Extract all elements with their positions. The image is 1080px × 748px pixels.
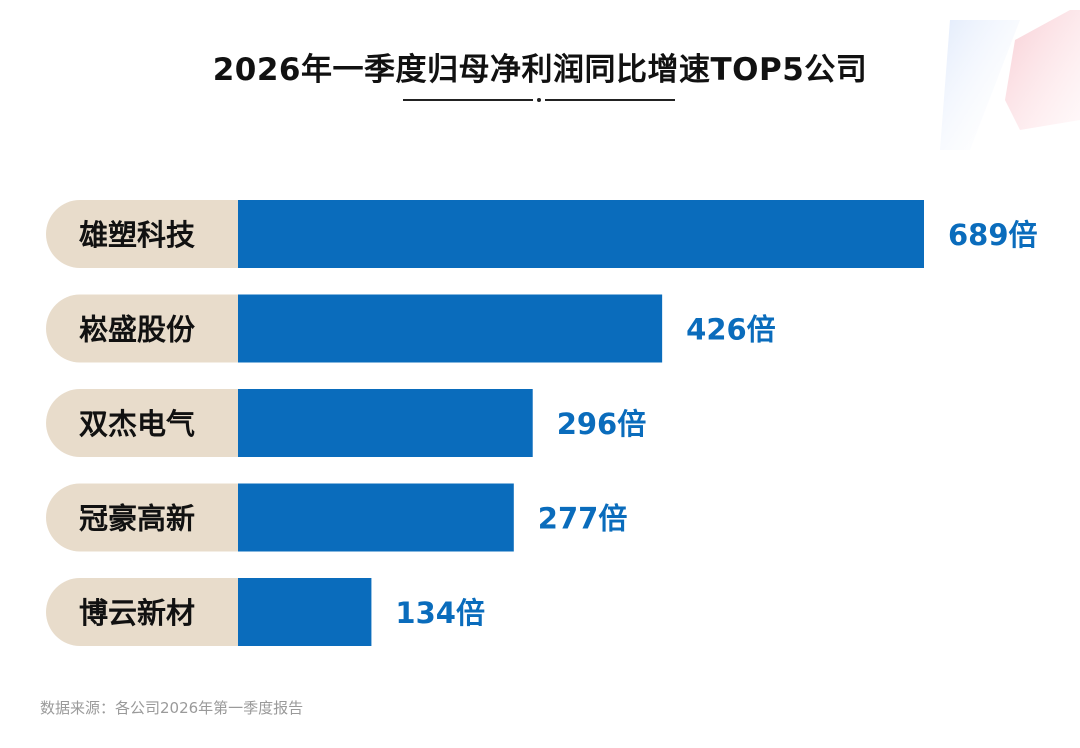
- category-label: 崧盛股份: [79, 313, 195, 347]
- category-label-pill: [46, 294, 239, 363]
- bar: [238, 389, 533, 457]
- value-label: 689倍: [948, 218, 1038, 252]
- category-label: 冠豪高新: [79, 502, 195, 536]
- category-label-pill: [46, 200, 238, 268]
- category-label: 博云新材: [79, 596, 195, 630]
- category-label-pill: [46, 389, 238, 457]
- category-label-pill: [46, 578, 238, 646]
- bar: [238, 200, 924, 268]
- decorative-corner-graphic: [940, 10, 1080, 150]
- value-label: 277倍: [538, 502, 628, 536]
- chart-title: 2026年一季度归母净利润同比增速TOP5公司: [212, 52, 868, 88]
- bar: [238, 578, 372, 646]
- value-label: 134倍: [395, 596, 485, 630]
- category-label: 双杰电气: [79, 407, 195, 441]
- value-label: 426倍: [686, 313, 776, 347]
- value-label: 296倍: [557, 407, 647, 441]
- title-divider: [403, 96, 675, 104]
- category-label-pill: [46, 483, 239, 552]
- source-note: 数据来源：各公司2026年第一季度报告: [40, 699, 304, 717]
- bar: [238, 294, 663, 363]
- category-label: 雄塑科技: [78, 218, 195, 252]
- bar: [238, 483, 514, 552]
